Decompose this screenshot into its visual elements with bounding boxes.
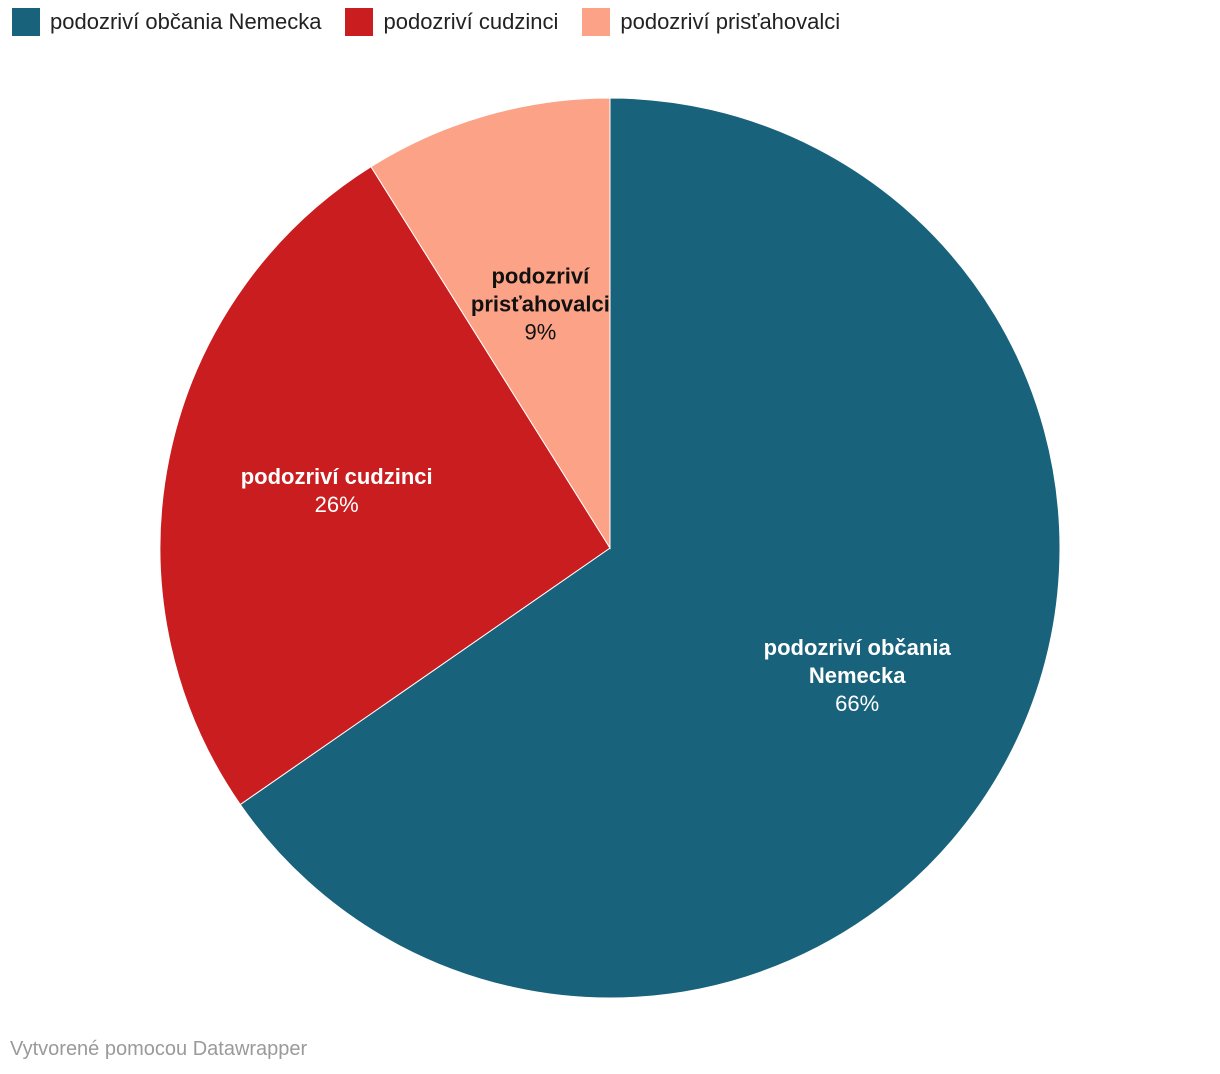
legend-swatch-citizens (12, 8, 40, 36)
slice-value-foreigners: 26% (315, 492, 359, 517)
pie-slice-foreigners (159, 166, 611, 806)
slice-name-foreigners-line-0: podozriví cudzinci (241, 464, 433, 489)
slice-name-immigrants-line-1: prisťahovalci (471, 292, 610, 317)
slice-label-immigrants: podozriví prisťahovalci 9% (471, 264, 610, 345)
legend-label-foreigners: podozriví cudzinci (383, 9, 559, 34)
legend-label-immigrants: podozriví prisťahovalci (620, 9, 841, 34)
pie-slice-citizens (239, 97, 1061, 999)
slice-label-citizens: podozriví občania Nemecka 66% (764, 635, 952, 716)
legend-item-foreigners: podozriví cudzinci (345, 8, 558, 36)
credit-footer: Vytvorené pomocou Datawrapper (10, 1038, 308, 1060)
slice-name-citizens-line-0: podozriví občania (764, 635, 952, 660)
slice-name-immigrants-line-0: podozriví (491, 264, 590, 289)
slice-name-citizens-line-1: Nemecka (809, 663, 906, 688)
legend-item-immigrants: podozriví prisťahovalci (582, 8, 840, 36)
slice-value-citizens: 66% (835, 691, 879, 716)
chart-legend: podozriví občania Nemecka podozriví cudz… (12, 8, 840, 36)
pie-slice-immigrants (370, 97, 611, 550)
slice-label-foreigners: podozriví cudzinci 26% (241, 464, 433, 517)
slice-value-immigrants: 9% (524, 320, 556, 345)
legend-swatch-immigrants (582, 8, 611, 36)
legend-swatch-foreigners (345, 8, 374, 36)
legend-item-citizens: podozriví občania Nemecka (12, 8, 321, 36)
legend-label-citizens: podozriví občania Nemecka (50, 9, 322, 34)
